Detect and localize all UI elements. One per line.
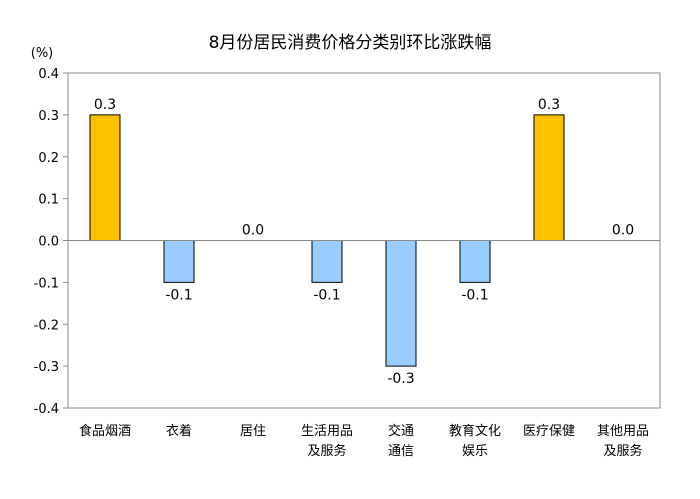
y-tick-label: 0.2 — [38, 151, 59, 166]
x-tick-label: 医疗保健 — [523, 424, 575, 439]
data-label: -0.3 — [387, 371, 414, 387]
x-tick-label: 生活用品 — [301, 424, 353, 439]
x-tick-label: 食品烟酒 — [79, 423, 131, 439]
y-tick-label: 0.0 — [38, 235, 59, 250]
x-tick-label: 及服务 — [307, 443, 346, 459]
x-tick-label: 其他用品 — [597, 424, 649, 439]
data-label: -0.1 — [313, 287, 340, 303]
bar — [163, 240, 195, 283]
x-tick-label: 娱乐 — [462, 444, 488, 459]
y-tick-label: -0.1 — [34, 276, 59, 291]
bar — [533, 114, 565, 241]
x-tick-label: 衣着 — [166, 423, 192, 439]
data-label: 0.3 — [538, 97, 560, 113]
x-tick-label: 通信 — [388, 444, 414, 459]
bar — [89, 114, 121, 241]
data-label: 0.3 — [94, 97, 116, 113]
y-tick-label: 0.4 — [38, 67, 59, 82]
x-tick-label: 教育文化 — [449, 423, 501, 439]
x-tick-label: 居住 — [240, 424, 266, 439]
x-tick-label: 及服务 — [603, 443, 642, 459]
y-tick-label: -0.2 — [34, 318, 59, 333]
y-tick-label: -0.4 — [34, 402, 59, 417]
data-label: 0.0 — [612, 223, 634, 239]
data-label: -0.1 — [165, 287, 192, 303]
y-tick-label: 0.1 — [38, 193, 59, 208]
bar — [459, 240, 491, 283]
y-tick-label: -0.3 — [34, 360, 59, 375]
y-tick-label: 0.3 — [38, 109, 59, 124]
bar — [385, 240, 417, 367]
data-label: 0.0 — [242, 223, 264, 239]
x-tick-label: 交通 — [388, 423, 414, 439]
chart-title: 8月份居民消费价格分类别环比涨跌幅 — [209, 33, 492, 53]
data-label: -0.1 — [461, 287, 488, 303]
y-axis-unit: (%) — [31, 46, 54, 61]
bar — [311, 240, 343, 283]
